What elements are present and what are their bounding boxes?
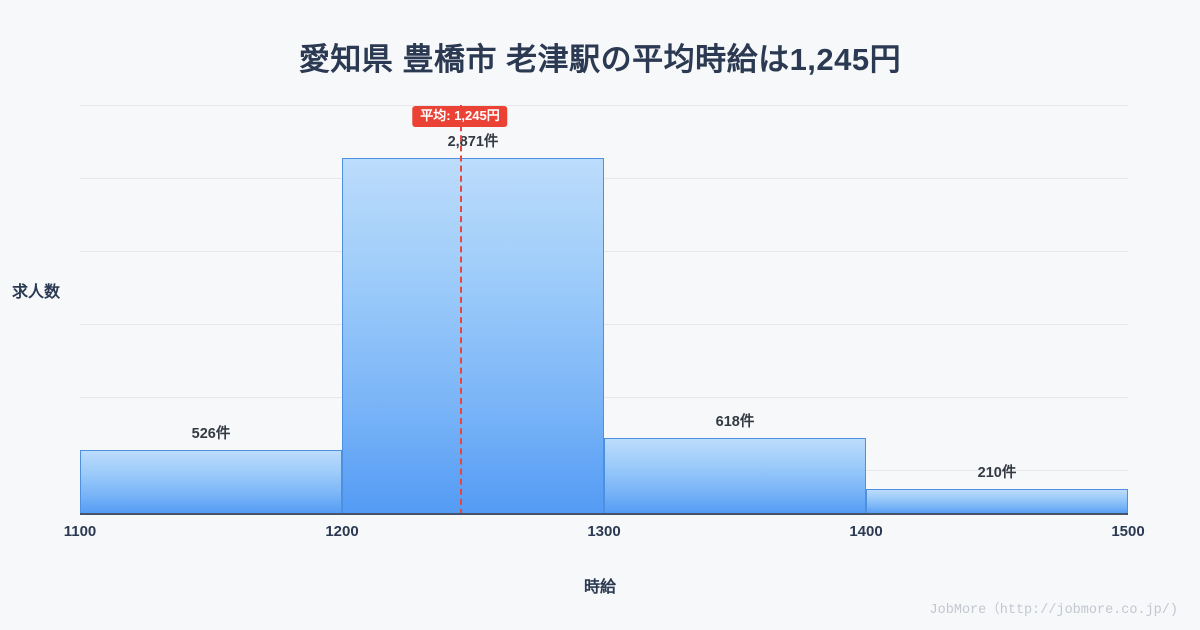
x-tick-1400: 1400 (849, 523, 883, 540)
mean-vline (460, 105, 462, 515)
bar-value-label-1: 526件 (191, 426, 231, 442)
gridline (80, 324, 1128, 325)
bar-bin-1 (80, 450, 342, 515)
gridline (80, 178, 1128, 179)
mean-badge: 平均: 1,245円 (412, 106, 508, 128)
gridline (80, 251, 1128, 252)
bar-value-label-4: 210件 (977, 465, 1017, 481)
page-title: 愛知県 豊橋市 老津駅の平均時給は1,245円 (298, 42, 902, 77)
x-tick-1200: 1200 (325, 523, 359, 540)
x-tick-1300: 1300 (587, 523, 621, 540)
bar-bin-2 (342, 158, 604, 515)
x-tick-1100: 1100 (63, 523, 97, 540)
bar-bin-4 (866, 489, 1128, 515)
x-axis-line (80, 513, 1128, 515)
bar-value-label-3: 618件 (715, 414, 755, 430)
watermark: JobMore（http://jobmore.co.jp/) (929, 603, 1178, 618)
gridline (80, 105, 1128, 106)
y-axis-title: 求人数 (12, 284, 61, 301)
x-tick-1500: 1500 (1111, 523, 1145, 540)
x-axis-title: 時給 (583, 579, 616, 596)
bar-value-label-2: 2,871件 (447, 134, 499, 150)
bar-bin-3 (604, 438, 866, 515)
plot-area: 526件 2,871件 618件 210件 (80, 105, 1128, 515)
gridline (80, 397, 1128, 398)
